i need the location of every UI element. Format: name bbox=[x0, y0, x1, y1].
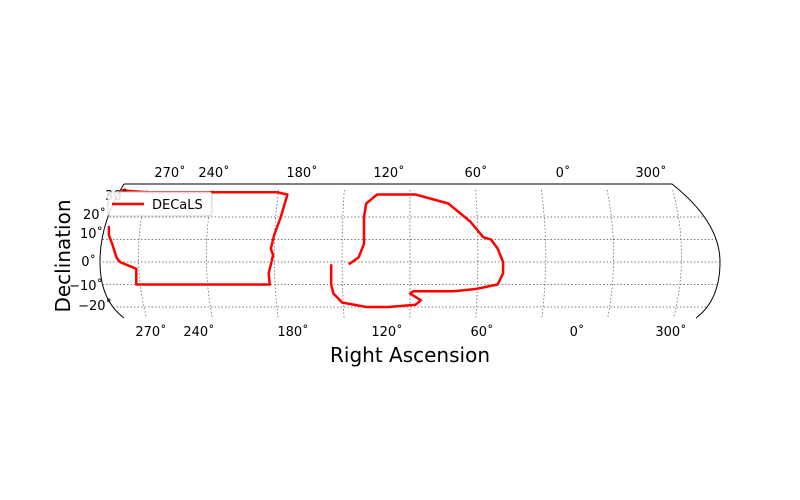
ra-top-tick-label: 60˚ bbox=[464, 165, 487, 181]
series-layer bbox=[107, 188, 505, 309]
dec-tick-label: 0˚ bbox=[81, 254, 96, 270]
x-axis-label: Right Ascension bbox=[330, 343, 490, 367]
ra-top-tick-label: 240˚ bbox=[198, 165, 229, 181]
ra-gridline bbox=[603, 189, 614, 318]
ra-top-tick-label: 300˚ bbox=[635, 165, 666, 181]
ra-bottom-tick-label: 0˚ bbox=[570, 324, 585, 340]
ra-gridline bbox=[474, 189, 479, 318]
ra-top-tick-label: 120˚ bbox=[373, 165, 404, 181]
ra-gridline bbox=[341, 189, 346, 318]
decals-footprint-line-1 bbox=[107, 188, 289, 286]
ra-bottom-tick-label: 240˚ bbox=[183, 324, 214, 340]
ra-top-tick-labels: 270˚ 240˚ 180˚ 120˚ 60˚ 0˚ 300˚ bbox=[154, 165, 666, 181]
ra-bottom-tick-label: 300˚ bbox=[655, 324, 686, 340]
ra-bottom-tick-label: 180˚ bbox=[277, 324, 308, 340]
coordinate-grid bbox=[100, 189, 720, 318]
ra-bottom-tick-label: 120˚ bbox=[371, 324, 402, 340]
legend-box bbox=[107, 191, 213, 217]
decals-footprint-line-2 bbox=[329, 193, 505, 309]
dec-tick-label: −10˚ bbox=[69, 278, 103, 294]
ra-bottom-tick-label: 60˚ bbox=[470, 324, 493, 340]
ra-bottom-tick-labels: 270˚ 240˚ 180˚ 120˚ 60˚ 0˚ 300˚ bbox=[135, 324, 686, 340]
ra-top-tick-label: 0˚ bbox=[556, 165, 571, 181]
ra-top-tick-label: 270˚ bbox=[154, 165, 185, 181]
dec-tick-label: 20˚ bbox=[83, 207, 106, 223]
ra-bottom-tick-label: 270˚ bbox=[135, 324, 166, 340]
legend-label-decals: DECaLS bbox=[152, 198, 203, 213]
ra-top-tick-label: 180˚ bbox=[286, 165, 317, 181]
legend: DECaLS bbox=[107, 191, 213, 217]
dec-tick-label: −20˚ bbox=[78, 298, 112, 314]
dec-tick-label: 10˚ bbox=[80, 226, 103, 242]
dec-tick-labels: 30˚ 20˚ 10˚ 0˚ −10˚ −20˚ bbox=[69, 188, 128, 314]
y-axis-label: Declination bbox=[51, 199, 75, 312]
